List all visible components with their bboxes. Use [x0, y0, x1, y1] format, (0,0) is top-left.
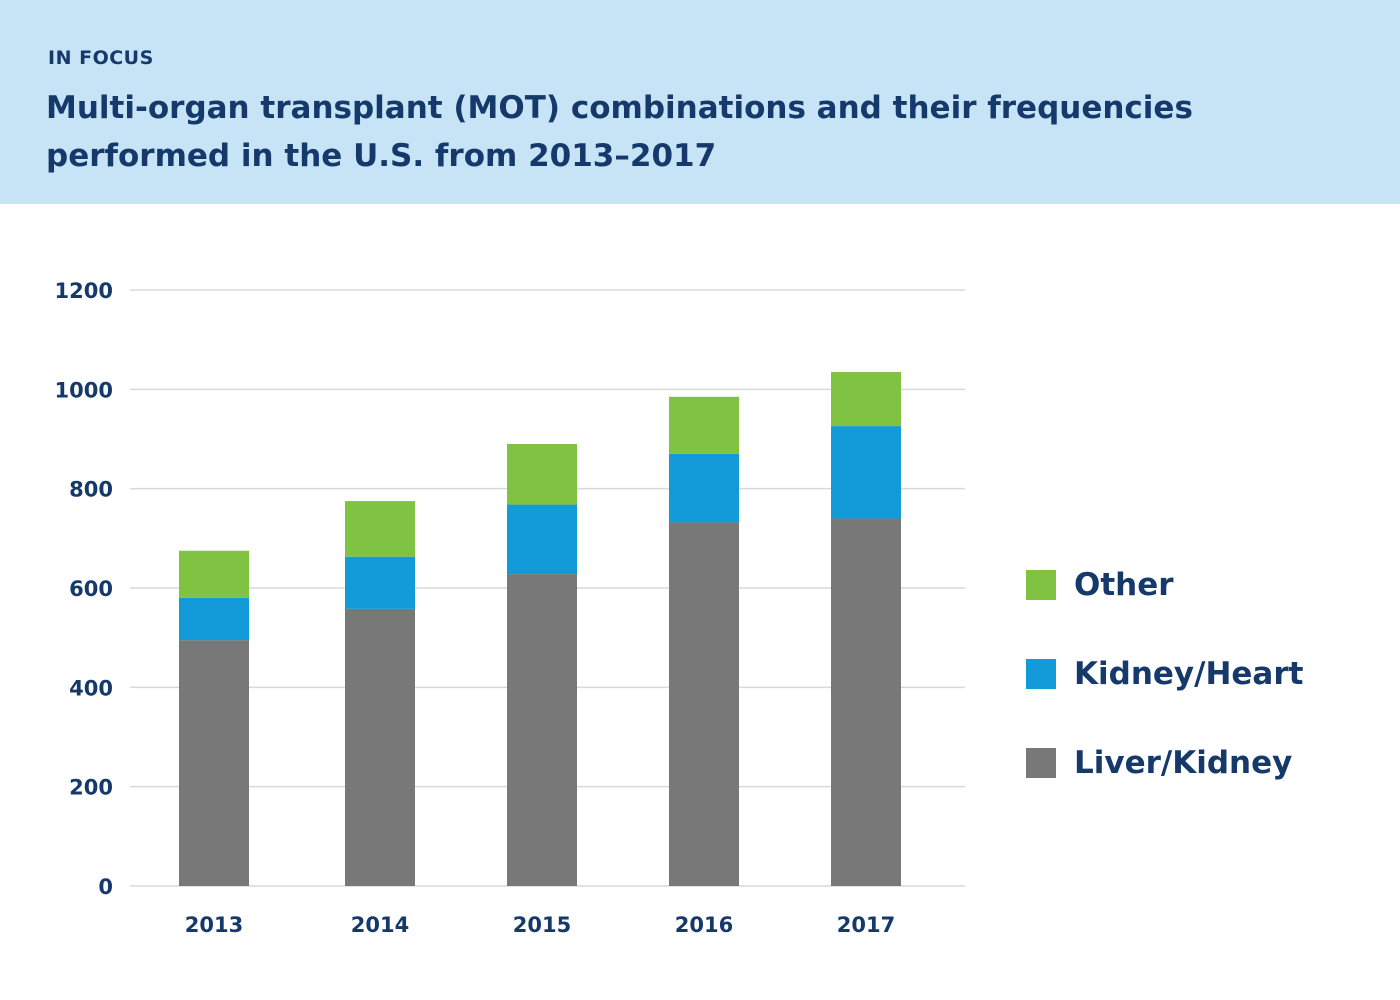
- x-tick-label: 2014: [351, 913, 409, 937]
- x-tick-label: 2015: [513, 913, 571, 937]
- legend-item: Kidney/Heart: [1026, 629, 1303, 718]
- bar-kidney-heart-2016: [669, 453, 739, 523]
- y-tick-label: 0: [98, 875, 113, 899]
- x-tick-label: 2013: [185, 913, 243, 937]
- bar-liver-kidney-2014: [345, 608, 415, 886]
- legend-label: Liver/Kidney: [1074, 744, 1293, 781]
- legend-label: Other: [1074, 566, 1174, 603]
- bar-kidney-heart-2017: [831, 426, 901, 519]
- legend-swatch: [1026, 747, 1056, 778]
- bar-other-2016: [669, 396, 739, 454]
- y-tick-label: 1000: [55, 378, 113, 402]
- bar-other-2017: [831, 371, 901, 427]
- x-tick-label: 2016: [675, 913, 733, 937]
- legend-item: Other: [1026, 540, 1303, 629]
- legend-label: Kidney/Heart: [1074, 655, 1304, 692]
- bar-kidney-heart-2014: [345, 556, 415, 609]
- legend-swatch: [1026, 569, 1056, 600]
- bar-liver-kidney-2013: [179, 640, 249, 886]
- y-tick-label: 400: [69, 676, 113, 700]
- bar-liver-kidney-2016: [669, 522, 739, 886]
- y-tick-label: 1200: [55, 279, 113, 303]
- bar-kidney-heart-2015: [507, 504, 577, 575]
- section-kicker: IN FOCUS: [48, 47, 154, 69]
- bar-kidney-heart-2013: [179, 597, 249, 641]
- y-axis-ticks: 0 200 400 600 800 1000 1200: [55, 279, 113, 899]
- x-axis-ticks: 2013 2014 2015 2016 2017: [185, 913, 895, 937]
- bar-liver-kidney-2015: [507, 574, 577, 886]
- bar-liver-kidney-2017: [831, 518, 901, 886]
- legend-item: Liver/Kidney: [1026, 718, 1303, 807]
- x-tick-label: 2017: [837, 913, 895, 937]
- y-tick-label: 800: [69, 478, 113, 502]
- bar-other-2015: [507, 443, 577, 505]
- y-tick-label: 600: [69, 577, 113, 601]
- legend: Other Kidney/Heart Liver/Kidney: [1026, 540, 1303, 807]
- header-banner: IN FOCUS Multi-organ transplant (MOT) co…: [0, 0, 1400, 204]
- y-tick-label: 200: [69, 776, 113, 800]
- bar-other-2013: [179, 550, 249, 598]
- legend-swatch: [1026, 658, 1056, 689]
- bars: [179, 371, 901, 886]
- bar-other-2014: [345, 501, 415, 557]
- chart-title: Multi-organ transplant (MOT) combination…: [46, 90, 1193, 174]
